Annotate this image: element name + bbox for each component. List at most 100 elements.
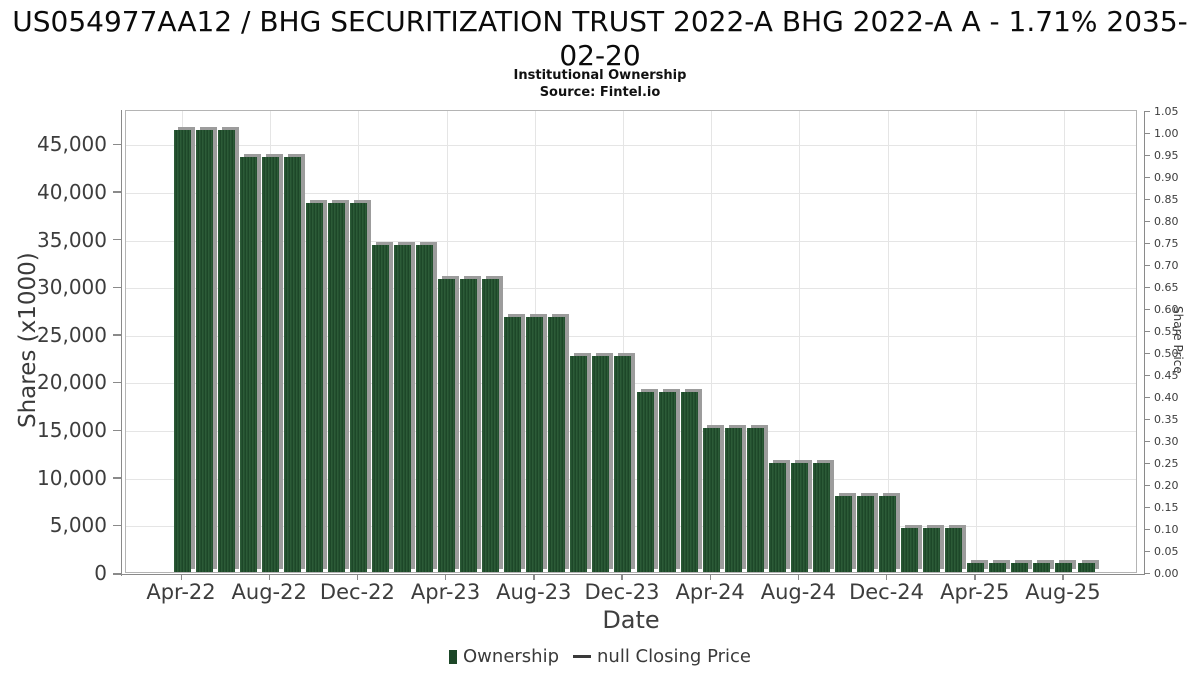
ownership-bar bbox=[460, 275, 482, 572]
right-axis-tick-label: 0.10 bbox=[1154, 522, 1179, 536]
left-tick-mark bbox=[113, 239, 121, 241]
right-tick-mark bbox=[1144, 330, 1150, 332]
right-tick-mark bbox=[1144, 506, 1150, 508]
bar-face bbox=[349, 203, 367, 572]
bar-face bbox=[1077, 563, 1095, 572]
gridline-vertical bbox=[799, 111, 801, 572]
ownership-bar bbox=[812, 460, 834, 572]
right-tick-mark bbox=[1144, 220, 1150, 222]
left-tick-mark bbox=[113, 429, 121, 431]
y-axis-tick-label: 5,000 bbox=[49, 513, 107, 538]
right-axis-tick-label: 0.70 bbox=[1154, 258, 1179, 272]
left-tick-mark bbox=[113, 381, 121, 384]
chart-subtitle: Institutional Ownership bbox=[513, 68, 687, 83]
bottom-tick-mark bbox=[709, 574, 711, 580]
y-axis-tick-label: 40,000 bbox=[37, 179, 107, 204]
bar-swatch-icon bbox=[449, 649, 458, 664]
bar-face bbox=[327, 203, 345, 572]
bar-face bbox=[261, 156, 279, 572]
ownership-bar bbox=[416, 242, 438, 572]
left-tick-mark bbox=[113, 191, 121, 193]
bar-face bbox=[857, 495, 874, 572]
bar-face bbox=[438, 278, 456, 572]
ownership-bar bbox=[636, 388, 658, 572]
right-axis-title: Share Price bbox=[1171, 306, 1185, 374]
right-axis-tick-label: 0.35 bbox=[1154, 412, 1179, 426]
x-axis-tick-label: Apr-23 bbox=[410, 580, 481, 604]
bottom-tick-mark bbox=[356, 574, 359, 580]
bar-face bbox=[680, 391, 698, 572]
ownership-bar bbox=[283, 153, 305, 572]
right-tick-mark bbox=[1144, 462, 1150, 464]
bottom-tick-mark bbox=[180, 574, 182, 580]
right-tick-mark bbox=[1144, 198, 1150, 200]
right-axis-tick-label: 0.40 bbox=[1154, 390, 1179, 404]
chart-source-credit: Source: Fintel.io bbox=[539, 85, 661, 100]
left-tick-mark bbox=[113, 334, 121, 336]
y-axis-tick-label: 30,000 bbox=[37, 275, 107, 300]
right-tick-mark bbox=[1144, 286, 1150, 288]
page-title-line1: US054977AA12 / BHG SECURITIZATION TRUST … bbox=[12, 5, 1188, 38]
ownership-bar bbox=[724, 425, 746, 572]
bar-face bbox=[195, 129, 213, 572]
right-tick-mark bbox=[1144, 528, 1150, 530]
right-axis-tick-label: 0.75 bbox=[1154, 236, 1179, 250]
ownership-bar bbox=[746, 425, 768, 572]
ownership-bar bbox=[901, 525, 923, 572]
ownership-bar bbox=[702, 425, 724, 572]
bar-face bbox=[901, 528, 919, 572]
ownership-bar bbox=[570, 352, 592, 572]
ownership-bar bbox=[1077, 560, 1099, 572]
gridline-horizontal bbox=[126, 288, 1136, 290]
y-axis-tick-label: 10,000 bbox=[37, 465, 107, 490]
bar-face bbox=[636, 391, 654, 572]
bottom-tick-mark bbox=[533, 574, 535, 580]
x-axis-tick-label: Aug-22 bbox=[231, 580, 307, 604]
right-tick-mark bbox=[1144, 308, 1150, 310]
ownership-bar bbox=[393, 242, 415, 572]
bar-face bbox=[592, 355, 610, 572]
x-axis-tick-label: Aug-23 bbox=[496, 580, 572, 604]
right-axis-tick-label: 0.85 bbox=[1154, 192, 1179, 206]
x-axis-tick-label: Dec-23 bbox=[584, 580, 660, 604]
ownership-bar bbox=[834, 492, 856, 572]
legend: Ownership null Closing Price bbox=[0, 646, 1200, 667]
bar-face bbox=[548, 316, 566, 572]
bottom-tick-mark bbox=[974, 574, 976, 580]
x-axis-tick-label: Apr-24 bbox=[675, 580, 745, 604]
ownership-bar bbox=[173, 126, 195, 572]
right-tick-mark bbox=[1144, 176, 1150, 178]
gridline-vertical bbox=[622, 111, 624, 572]
gridline-vertical bbox=[711, 111, 713, 572]
bar-face bbox=[614, 355, 632, 572]
bar-face bbox=[482, 278, 500, 572]
bar-face bbox=[460, 278, 478, 572]
right-axis-tick-label: 0.00 bbox=[1154, 566, 1179, 580]
right-tick-mark bbox=[1144, 264, 1150, 266]
right-tick-mark bbox=[1144, 154, 1150, 156]
right-axis-tick-label: 0.50 bbox=[1154, 346, 1179, 360]
right-axis-tick-label: 0.60 bbox=[1154, 302, 1179, 316]
right-axis-tick-label: 0.55 bbox=[1154, 324, 1179, 338]
x-axis-tick-label: Aug-25 bbox=[1025, 580, 1101, 604]
right-axis-line bbox=[1143, 111, 1145, 574]
ownership-bar bbox=[989, 560, 1011, 572]
bar-face bbox=[923, 528, 941, 572]
bar-face bbox=[305, 203, 323, 572]
bar-face bbox=[1055, 563, 1073, 572]
gridline-horizontal bbox=[126, 192, 1136, 194]
line-swatch-icon bbox=[573, 655, 592, 658]
ownership-bar bbox=[1011, 560, 1033, 572]
ownership-bar bbox=[195, 126, 217, 572]
bar-face bbox=[724, 428, 742, 572]
right-axis-tick-label: 0.25 bbox=[1154, 456, 1179, 470]
left-tick-mark bbox=[113, 286, 121, 288]
right-tick-mark bbox=[1144, 110, 1150, 112]
x-axis-tick-label: Apr-25 bbox=[940, 580, 1010, 604]
left-tick-mark bbox=[113, 572, 121, 574]
ownership-bar bbox=[857, 492, 878, 572]
right-tick-mark bbox=[1144, 572, 1150, 574]
ownership-bar bbox=[526, 313, 548, 572]
ownership-bar bbox=[504, 313, 526, 572]
ownership-bar bbox=[790, 460, 812, 572]
